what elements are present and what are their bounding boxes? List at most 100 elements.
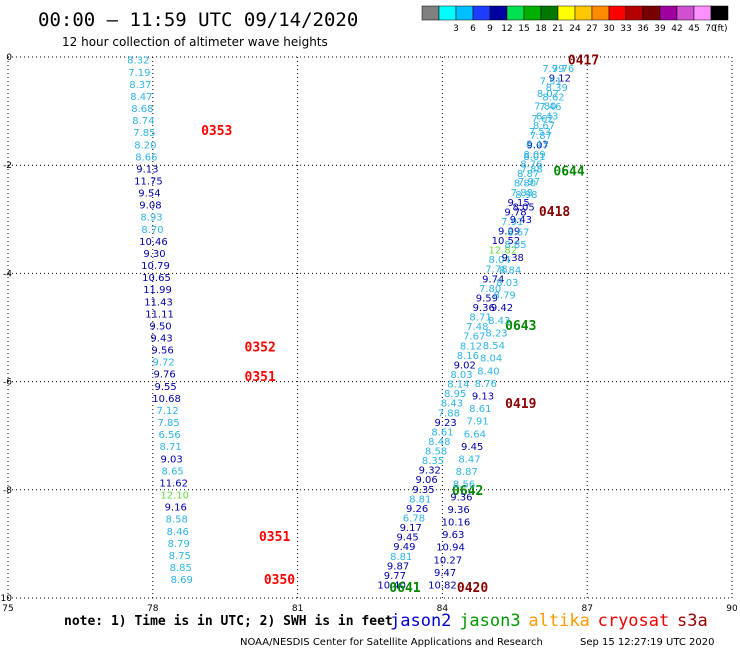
swh-value: 8.95 [444,389,466,400]
swh-value: 7.62 [531,114,553,125]
legend-bin-label: 12 [501,24,512,34]
satellite-name: jason2 [390,611,451,631]
swh-value: 9.45 [461,442,483,453]
pass-time-label: 0351 [259,530,290,545]
swh-value: 7.53 [529,127,551,138]
swh-value: 11.43 [144,297,173,308]
swh-value: 9.56 [151,346,173,357]
swh-value: 8.62 [542,93,564,104]
x-tick-label: 84 [437,604,449,614]
swh-value: 7.51 [540,76,562,87]
legend-swatch [506,5,525,21]
swh-value: 8.79 [168,539,190,550]
swh-value: 10.40 [377,580,406,591]
swh-value: 9.26 [406,504,428,515]
legend-swatch [608,5,627,21]
swh-value: 10.27 [433,555,462,566]
swh-value: 9.76 [153,370,175,381]
swh-value: 11.75 [134,176,163,187]
swh-value: 7.88 [511,188,533,199]
swh-value: 8.01 [523,152,545,163]
satellite-name: jason3 [459,611,520,631]
swh-value: 8.23 [485,328,507,339]
legend-unit: (ft) [714,24,728,34]
swh-value: 10.79 [141,261,170,272]
legend-swatch [455,5,474,21]
swh-value: 8.09 [523,150,545,161]
swh-value: 8.04 [488,255,510,266]
legend-swatch [693,5,712,21]
legend-bin-label: 36 [637,24,649,34]
legend-bin-label: 45 [688,24,699,34]
legend-swatch [676,5,695,21]
swh-value: 7.80 [534,102,556,113]
swh-value: 9.72 [152,358,174,369]
legend-swatch [421,5,440,21]
legend-swatch [523,5,542,21]
legend-bin-label: 30 [603,24,615,34]
swh-value: 10.68 [152,394,181,405]
swh-value: 8.03 [496,278,518,289]
swh-value: 7.76 [552,64,574,75]
swh-value: 8.07 [537,89,559,100]
swh-value: 7.99 [542,64,564,75]
swh-value: 8.54 [483,341,505,352]
legend-swatch [710,5,729,21]
swh-value: 9.09 [498,226,520,237]
swh-value: 9.03 [161,454,183,465]
swh-value: 11.62 [159,478,188,489]
pass-time-label: 0642 [452,484,483,499]
legend-bin-label: 33 [620,24,631,34]
legend-swatch [540,5,559,21]
legend-bin-label: 24 [569,24,581,34]
legend-bin-label: 27 [586,24,597,34]
legend-bin-label: 21 [552,24,563,34]
swh-value: 12.10 [160,491,189,502]
swh-value: 8.80 [514,179,536,190]
swh-value: 8.71 [160,442,182,453]
footer-note: note: 1) Time is in UTC; 2) SWH is in fe… [64,614,393,629]
data-marks: 8.327.198.378.478.688.747.858.208.669.13… [127,54,599,596]
swh-value: 8.75 [169,551,191,562]
pass-time-label: 0643 [505,319,536,334]
swh-value: 7.85 [157,418,179,429]
swh-value: 7.88 [521,165,543,176]
swh-value: 6.56 [159,430,181,441]
swh-value: 8.46 [167,527,189,538]
swh-value: 7.91 [466,417,488,428]
y-tick-label: -6 [3,378,12,388]
swh-value: 10.52 [492,236,521,247]
swh-value: 7.80 [479,284,501,295]
swh-value: 9.35 [412,485,434,496]
swh-value: 9.49 [393,542,415,553]
swh-value: 10.16 [442,517,471,528]
swh-value: 8.67 [507,228,529,239]
legend-swatch [472,5,491,21]
swh-value: 7.48 [466,322,488,333]
swh-value: 9.30 [143,249,165,260]
swh-value: 9.16 [165,503,187,514]
swh-value: 8.14 [447,380,469,391]
swh-value: 9.43 [150,334,172,345]
swh-value: 9.78 [504,207,526,218]
swh-value: 9.87 [387,561,409,572]
swh-value: 10.65 [142,273,171,284]
swh-value: 7.87 [530,131,552,142]
satellite-legend: jason2 jason3 altika cryosat s3a [390,611,708,631]
legend-swatch [574,5,593,21]
swh-value: 9.36 [448,505,470,516]
chart-subtitle: 12 hour collection of altimeter wave hei… [62,35,328,49]
swh-value: 9.23 [435,418,457,429]
swh-value: 8.39 [546,83,568,94]
swh-value: 8.81 [390,552,412,563]
swh-value: 9.54 [138,189,160,200]
swh-value: 8.04 [480,354,502,365]
x-tick-label: 81 [292,604,303,614]
swh-value: 8.47 [130,92,152,103]
swh-value: 8.40 [477,366,499,377]
swh-color-legend: 3 6 9 12 15 18 21 24 27 30 33 36 39 42 45 70(ft) [421,5,729,34]
swh-value: 11.11 [145,309,174,320]
swh-value: 8.65 [162,466,184,477]
swh-value: 9.13 [136,164,158,175]
